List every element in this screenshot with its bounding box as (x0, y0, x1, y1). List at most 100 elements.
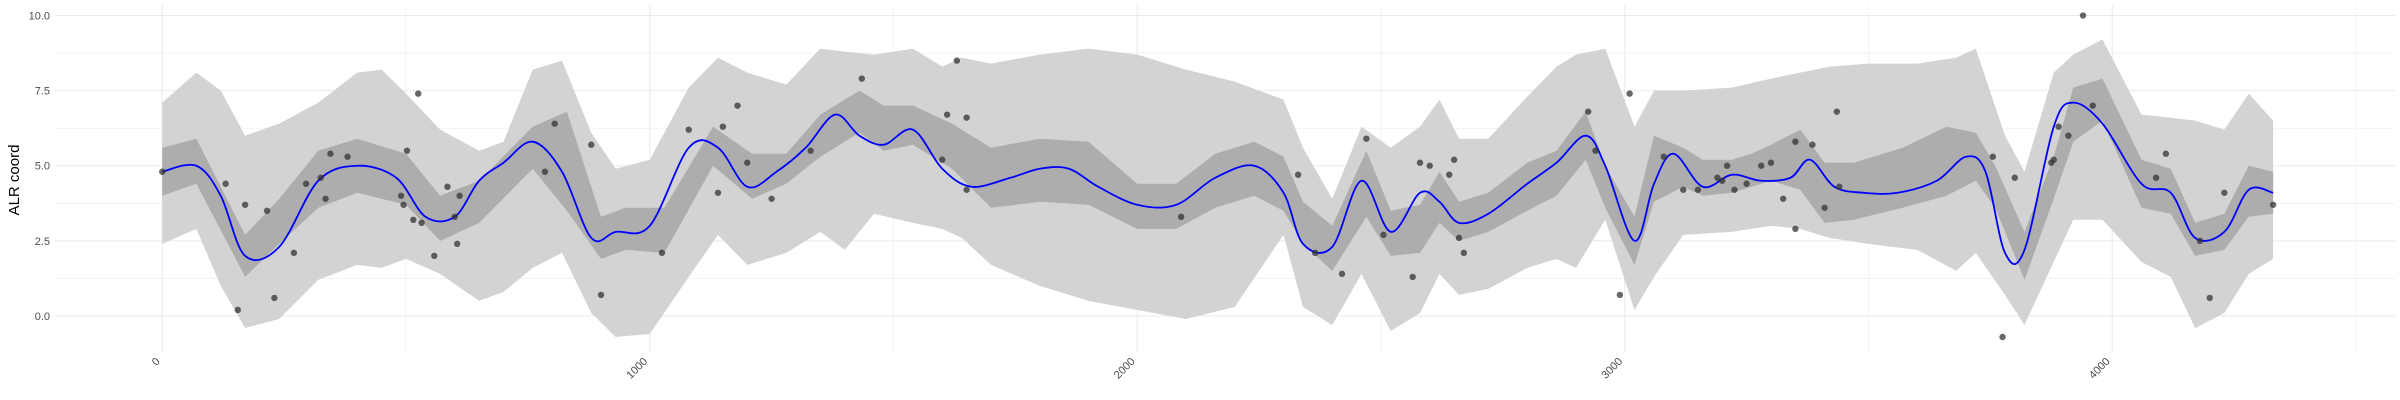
data-point (414, 90, 422, 97)
data-point (1821, 204, 1828, 211)
data-point (2196, 237, 2204, 245)
data-point (2065, 132, 2072, 139)
band-layer (162, 39, 2274, 337)
data-point (1311, 249, 1319, 257)
line-layer (162, 101, 2274, 266)
data-point (1792, 138, 1799, 145)
data-point (344, 153, 351, 160)
data-point (1723, 162, 1731, 169)
data-point (1999, 333, 2006, 341)
data-point (807, 147, 814, 154)
data-point (1592, 147, 1599, 154)
data-point (2011, 174, 2018, 181)
data-point (1338, 270, 1346, 278)
data-point (953, 57, 961, 64)
data-point (1660, 153, 1667, 160)
data-point (597, 291, 605, 299)
data-point (317, 174, 324, 181)
data-point (2089, 102, 2096, 109)
data-point (1584, 108, 1592, 115)
data-point (2050, 156, 2057, 163)
data-point (431, 252, 438, 260)
data-point (1743, 180, 1750, 187)
data-point (1177, 213, 1185, 221)
data-point (271, 294, 278, 302)
data-point (588, 141, 595, 148)
data-point (2221, 189, 2228, 196)
mean-line (162, 101, 2274, 266)
data-point (453, 240, 461, 248)
data-point (290, 249, 298, 257)
data-point (1363, 135, 1370, 142)
y-tick-label: 2.5 (35, 236, 50, 248)
y-tick-label: 5.0 (35, 161, 50, 173)
data-point (714, 189, 722, 196)
data-point (943, 111, 951, 118)
data-point (2152, 174, 2160, 181)
data-point (1833, 108, 1841, 115)
data-point (2269, 201, 2277, 208)
data-point (768, 195, 775, 202)
data-point (159, 168, 166, 175)
data-point (2079, 12, 2087, 19)
x-tick-label: 3000 (1599, 356, 1625, 382)
data-point (685, 126, 692, 133)
data-point (1409, 273, 1416, 281)
data-point (2206, 294, 2213, 302)
data-point (1758, 162, 1765, 169)
data-point (541, 168, 549, 175)
data-point (963, 114, 970, 121)
data-point (451, 213, 458, 221)
data-point (1680, 186, 1687, 193)
data-point (1380, 231, 1387, 239)
data-point (302, 180, 310, 187)
y-tick-label: 7.5 (35, 86, 50, 98)
data-point (418, 219, 425, 227)
data-point (1719, 177, 1726, 184)
data-point (734, 102, 741, 109)
data-point (551, 120, 558, 127)
data-point (1809, 141, 1816, 148)
data-point (1626, 90, 1633, 97)
points-layer (159, 12, 2277, 341)
data-point (403, 147, 411, 154)
data-point (1989, 153, 1997, 160)
data-point (444, 183, 451, 190)
data-point (327, 150, 334, 157)
data-point (1731, 186, 1738, 193)
data-point (1416, 159, 1424, 166)
data-point (2162, 150, 2170, 157)
data-point (1455, 234, 1463, 242)
data-point (1694, 186, 1702, 193)
data-point (241, 201, 249, 208)
x-tick-label: 0 (150, 356, 163, 369)
data-point (400, 201, 407, 208)
data-point (719, 123, 727, 130)
data-point (263, 207, 271, 214)
data-point (1294, 171, 1302, 178)
data-point (1450, 156, 1458, 163)
data-point (658, 249, 666, 257)
data-point (1779, 195, 1787, 202)
y-tick-label: 10.0 (29, 11, 50, 23)
x-tick-label: 4000 (2087, 356, 2113, 382)
data-point (1426, 162, 1433, 169)
y-axis-title: ALR coord (6, 145, 23, 216)
inner-interval-band (162, 78, 2274, 280)
data-point (456, 192, 463, 199)
data-point (858, 75, 866, 82)
data-point (1792, 225, 1799, 233)
data-point (1616, 291, 1624, 299)
data-point (1836, 183, 1843, 190)
data-point (1767, 159, 1775, 166)
x-tick-label: 1000 (624, 356, 650, 382)
data-point (963, 186, 970, 193)
y-tick-label: 0.0 (35, 311, 50, 323)
data-point (322, 195, 329, 202)
data-point (410, 216, 417, 224)
data-point (1714, 174, 1721, 181)
data-point (744, 159, 751, 166)
data-point (1446, 171, 1453, 178)
data-point (397, 192, 405, 199)
